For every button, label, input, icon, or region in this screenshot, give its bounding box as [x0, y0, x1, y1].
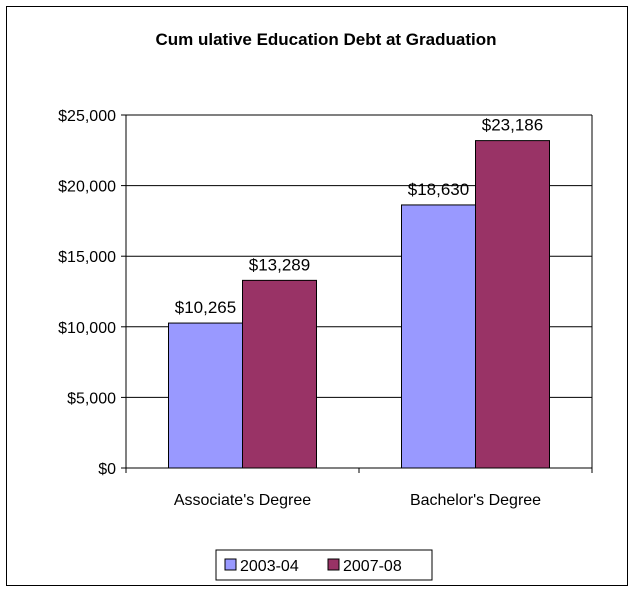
- data-label: $13,289: [249, 255, 310, 274]
- y-tick-label: $20,000: [58, 179, 116, 196]
- y-tick-label: $10,000: [58, 320, 116, 337]
- data-label: $10,265: [175, 298, 236, 317]
- legend-swatch: [224, 558, 237, 571]
- x-category-labels: Associate's Degree Bachelor's Degree: [174, 492, 541, 509]
- x-category-label: Associate's Degree: [174, 492, 311, 509]
- bar: [475, 140, 550, 469]
- bar: [242, 279, 317, 469]
- legend: 2003-04 2007-08: [215, 549, 433, 581]
- y-tick-label: $0: [98, 461, 116, 478]
- y-tick-label: $5,000: [67, 390, 116, 407]
- legend-label: 2003-04: [240, 558, 299, 575]
- bar: [401, 204, 476, 469]
- data-label: $18,630: [408, 180, 469, 199]
- axes: [121, 114, 593, 473]
- data-labels: $10,265 $13,289 $18,630 $23,186: [175, 116, 543, 317]
- bars: [168, 140, 550, 469]
- legend-label: 2007-08: [343, 558, 402, 575]
- legend-swatch: [327, 558, 340, 571]
- y-tick-label: $25,000: [58, 108, 116, 125]
- legend-box: [215, 549, 433, 581]
- chart-title: Cum ulative Education Debt at Graduation: [156, 30, 497, 49]
- y-tick-labels: $0 $5,000 $10,000 $15,000 $20,000 $25,000: [58, 108, 116, 478]
- data-label: $23,186: [482, 116, 543, 135]
- y-tick-label: $15,000: [58, 249, 116, 266]
- bar: [168, 322, 243, 469]
- x-category-label: Bachelor's Degree: [410, 492, 541, 509]
